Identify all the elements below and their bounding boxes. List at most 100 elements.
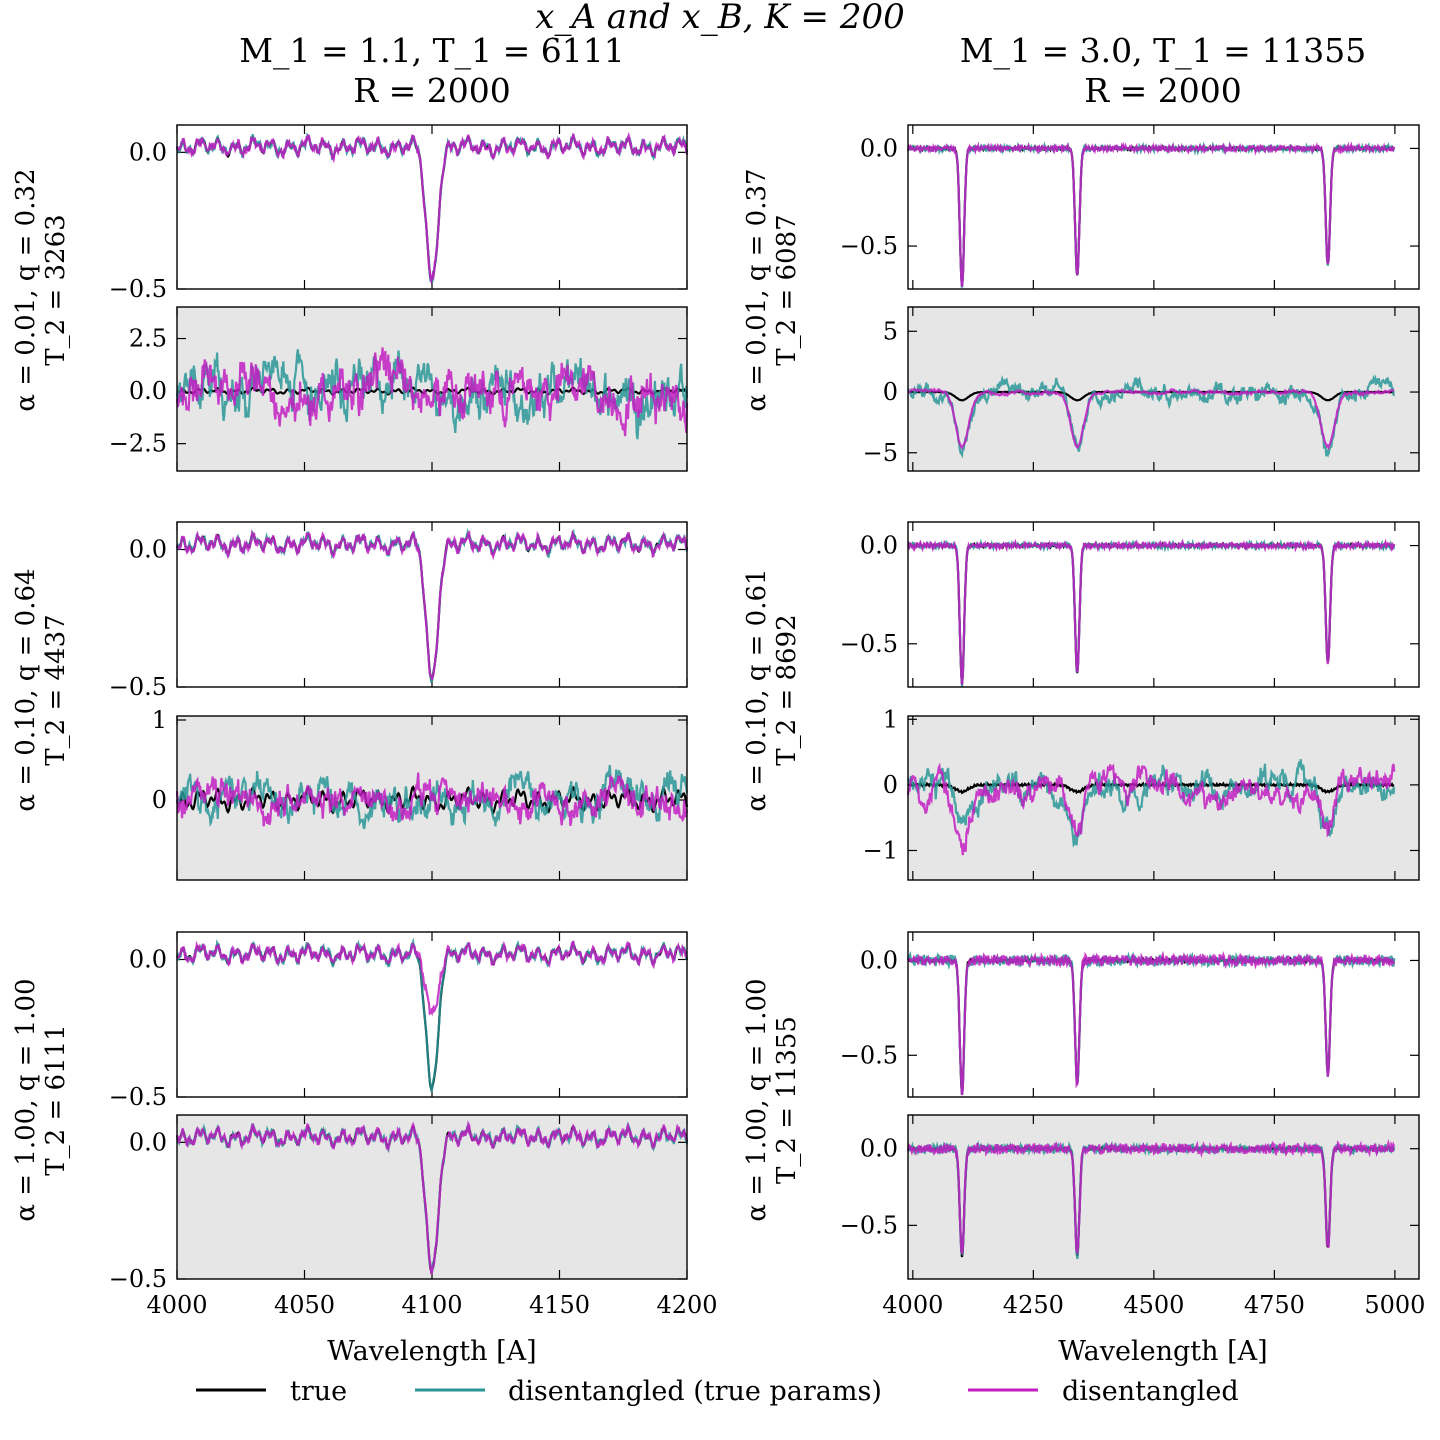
- row-label-right-1-line1: α = 0.01, q = 0.37: [742, 168, 772, 411]
- y-tick-label: −0.5: [109, 275, 167, 303]
- left-column-title: M_1 = 1.1, T_1 = 6111: [239, 31, 625, 71]
- x-tick-label: 4100: [401, 1291, 462, 1319]
- left-column-subtitle: R = 2000: [353, 71, 510, 110]
- panel-frame: [176, 931, 688, 1098]
- panel-frame: [176, 521, 688, 688]
- panel-A1: 0.0 −0.5: [109, 124, 689, 303]
- panel-frame: [176, 124, 688, 290]
- panel-frame: [907, 306, 1420, 472]
- panel-E2: 4000 4050 4100 4150 4200 0.0 −0.5: [109, 1114, 718, 1319]
- y-tick-label: 0.0: [860, 532, 898, 560]
- y-tick-label: −0.5: [109, 1265, 167, 1293]
- panels: 0.0−0.52.50.0−2.50.0−0.550−50.0−0.5100.0…: [109, 124, 1425, 1319]
- panel-background: [908, 1115, 1419, 1279]
- right-x-axis-label: Wavelength [A]: [1058, 1336, 1267, 1367]
- left-x-axis-label: Wavelength [A]: [327, 1336, 536, 1367]
- series-line-disentangled: [175, 529, 688, 681]
- panel-frame: [176, 715, 688, 881]
- y-tick-label: −0.5: [109, 1083, 167, 1111]
- right-column-title: M_1 = 3.0, T_1 = 11355: [960, 31, 1367, 71]
- y-tick-label: 0.0: [129, 377, 167, 405]
- legend-label-true: true: [290, 1376, 347, 1407]
- row-label-right-3: α = 1.00, q = 1.00 T_2 = 11355: [742, 978, 802, 1221]
- row-label-left-3-line2: T_2 = 6111: [41, 1024, 71, 1175]
- series-line-disentangled: [906, 1138, 1396, 1256]
- y-tick-label: 0: [883, 378, 898, 406]
- series-line-disentangled: [175, 1120, 689, 1275]
- row-label-right-1: α = 0.01, q = 0.37 T_2 = 6087: [742, 168, 802, 411]
- y-tick-label: 0.0: [129, 536, 167, 564]
- series-line-disentangled: [175, 131, 689, 285]
- panel-C1: 0.0 −0.5: [109, 521, 689, 701]
- row-label-right-1-line2: T_2 = 6087: [772, 214, 802, 365]
- row-label-left-2-line2: T_2 = 4437: [41, 614, 71, 765]
- row-label-left-3-line1: α = 1.00, q = 1.00: [11, 978, 41, 1221]
- series-line-disentangled: [175, 772, 689, 827]
- y-tick-label: 5: [883, 317, 898, 345]
- x-tick-label: 4050: [274, 1291, 335, 1319]
- panel-frame: [907, 124, 1420, 290]
- panel-F2: 4000 4250 4500 4750 5000 0.0 −0.5: [840, 1114, 1425, 1319]
- x-tick-label: 4500: [1123, 1291, 1184, 1319]
- panel-F1: 0.0 −0.5: [840, 931, 1420, 1098]
- y-tick-label: −0.5: [840, 1211, 898, 1239]
- panel-background: [908, 716, 1419, 880]
- series-line-disentangled: [906, 762, 1396, 856]
- figure-suptitle: x_A and x_B, K = 200: [535, 0, 904, 37]
- y-tick-label: −0.5: [840, 232, 898, 260]
- legend: true disentangled (true params) disentan…: [196, 1376, 1239, 1407]
- panel-frame: [907, 715, 1420, 881]
- y-tick-label: −2.5: [109, 430, 167, 458]
- y-tick-label: 0.0: [129, 946, 167, 974]
- y-tick-label: 0.0: [129, 138, 167, 166]
- x-tick-label: 4000: [146, 1291, 207, 1319]
- x-tick-label: 4000: [882, 1291, 943, 1319]
- x-tick-label: 4200: [656, 1291, 717, 1319]
- panel-frame: [176, 1114, 688, 1280]
- row-label-right-2-line2: T_2 = 8692: [772, 614, 802, 765]
- y-tick-label: −0.5: [840, 630, 898, 658]
- row-label-left-2-line1: α = 0.10, q = 0.64: [11, 568, 41, 811]
- y-tick-label: −0.5: [109, 673, 167, 701]
- x-tick-label: 4250: [1003, 1291, 1064, 1319]
- row-label-right-3-line1: α = 1.00, q = 1.00: [742, 978, 772, 1221]
- row-label-left-3: α = 1.00, q = 1.00 T_2 = 6111: [11, 978, 71, 1221]
- panel-D1: 0.0 −0.5: [840, 521, 1420, 688]
- panel-B2: 5 0 −5: [863, 306, 1420, 472]
- panel-frame: [907, 521, 1420, 688]
- panel-background: [177, 522, 687, 687]
- panel-C2: 10: [152, 706, 689, 881]
- row-label-left-2: α = 0.10, q = 0.64 T_2 = 4437: [11, 568, 71, 811]
- row-label-left-1-line1: α = 0.01, q = 0.32: [11, 168, 41, 411]
- row-label-left-1-line2: T_2 = 3263: [41, 214, 71, 365]
- y-tick-label: 0.0: [860, 946, 898, 974]
- series-line-disentangled: [176, 940, 688, 1017]
- x-tick-label: 4750: [1244, 1291, 1305, 1319]
- panel-frame: [907, 931, 1420, 1098]
- x-tick-label: 4150: [529, 1291, 590, 1319]
- y-tick-label: 0.0: [860, 134, 898, 162]
- row-label-right-3-line2: T_2 = 11355: [772, 1016, 802, 1184]
- legend-label-disentangled: disentangled: [1062, 1376, 1239, 1407]
- series-line-disentangled: [907, 387, 1395, 451]
- y-tick-label: 0.0: [860, 1135, 898, 1163]
- panel-A2: 2.5 0.0 −2.5: [109, 306, 689, 472]
- y-tick-label: 2.5: [129, 325, 167, 353]
- panel-background: [177, 1115, 687, 1279]
- y-tick-label: 1: [883, 705, 898, 733]
- panel-B1: 0.0 −0.5: [840, 124, 1420, 290]
- row-label-right-2-line1: α = 0.10, q = 0.61: [742, 568, 772, 811]
- y-tick-label: 0.0: [129, 1128, 167, 1156]
- y-tick-label: −0.5: [840, 1041, 898, 1069]
- panel-frame: [907, 1114, 1420, 1280]
- row-label-left-1: α = 0.01, q = 0.32 T_2 = 3263: [11, 168, 71, 411]
- panel-E1: 0.0 −0.5: [109, 931, 689, 1111]
- series-line-disentangled: [175, 347, 689, 437]
- y-tick-label: −5: [863, 439, 898, 467]
- panel-D2: 1 0 −1: [863, 705, 1420, 881]
- series-line-disentangled: [906, 141, 1396, 287]
- y-tick-label: 1: [152, 706, 167, 734]
- right-column-subtitle: R = 2000: [1084, 71, 1241, 110]
- row-label-right-2: α = 0.10, q = 0.61 T_2 = 8692: [742, 568, 802, 811]
- y-tick-label: 0: [883, 771, 898, 799]
